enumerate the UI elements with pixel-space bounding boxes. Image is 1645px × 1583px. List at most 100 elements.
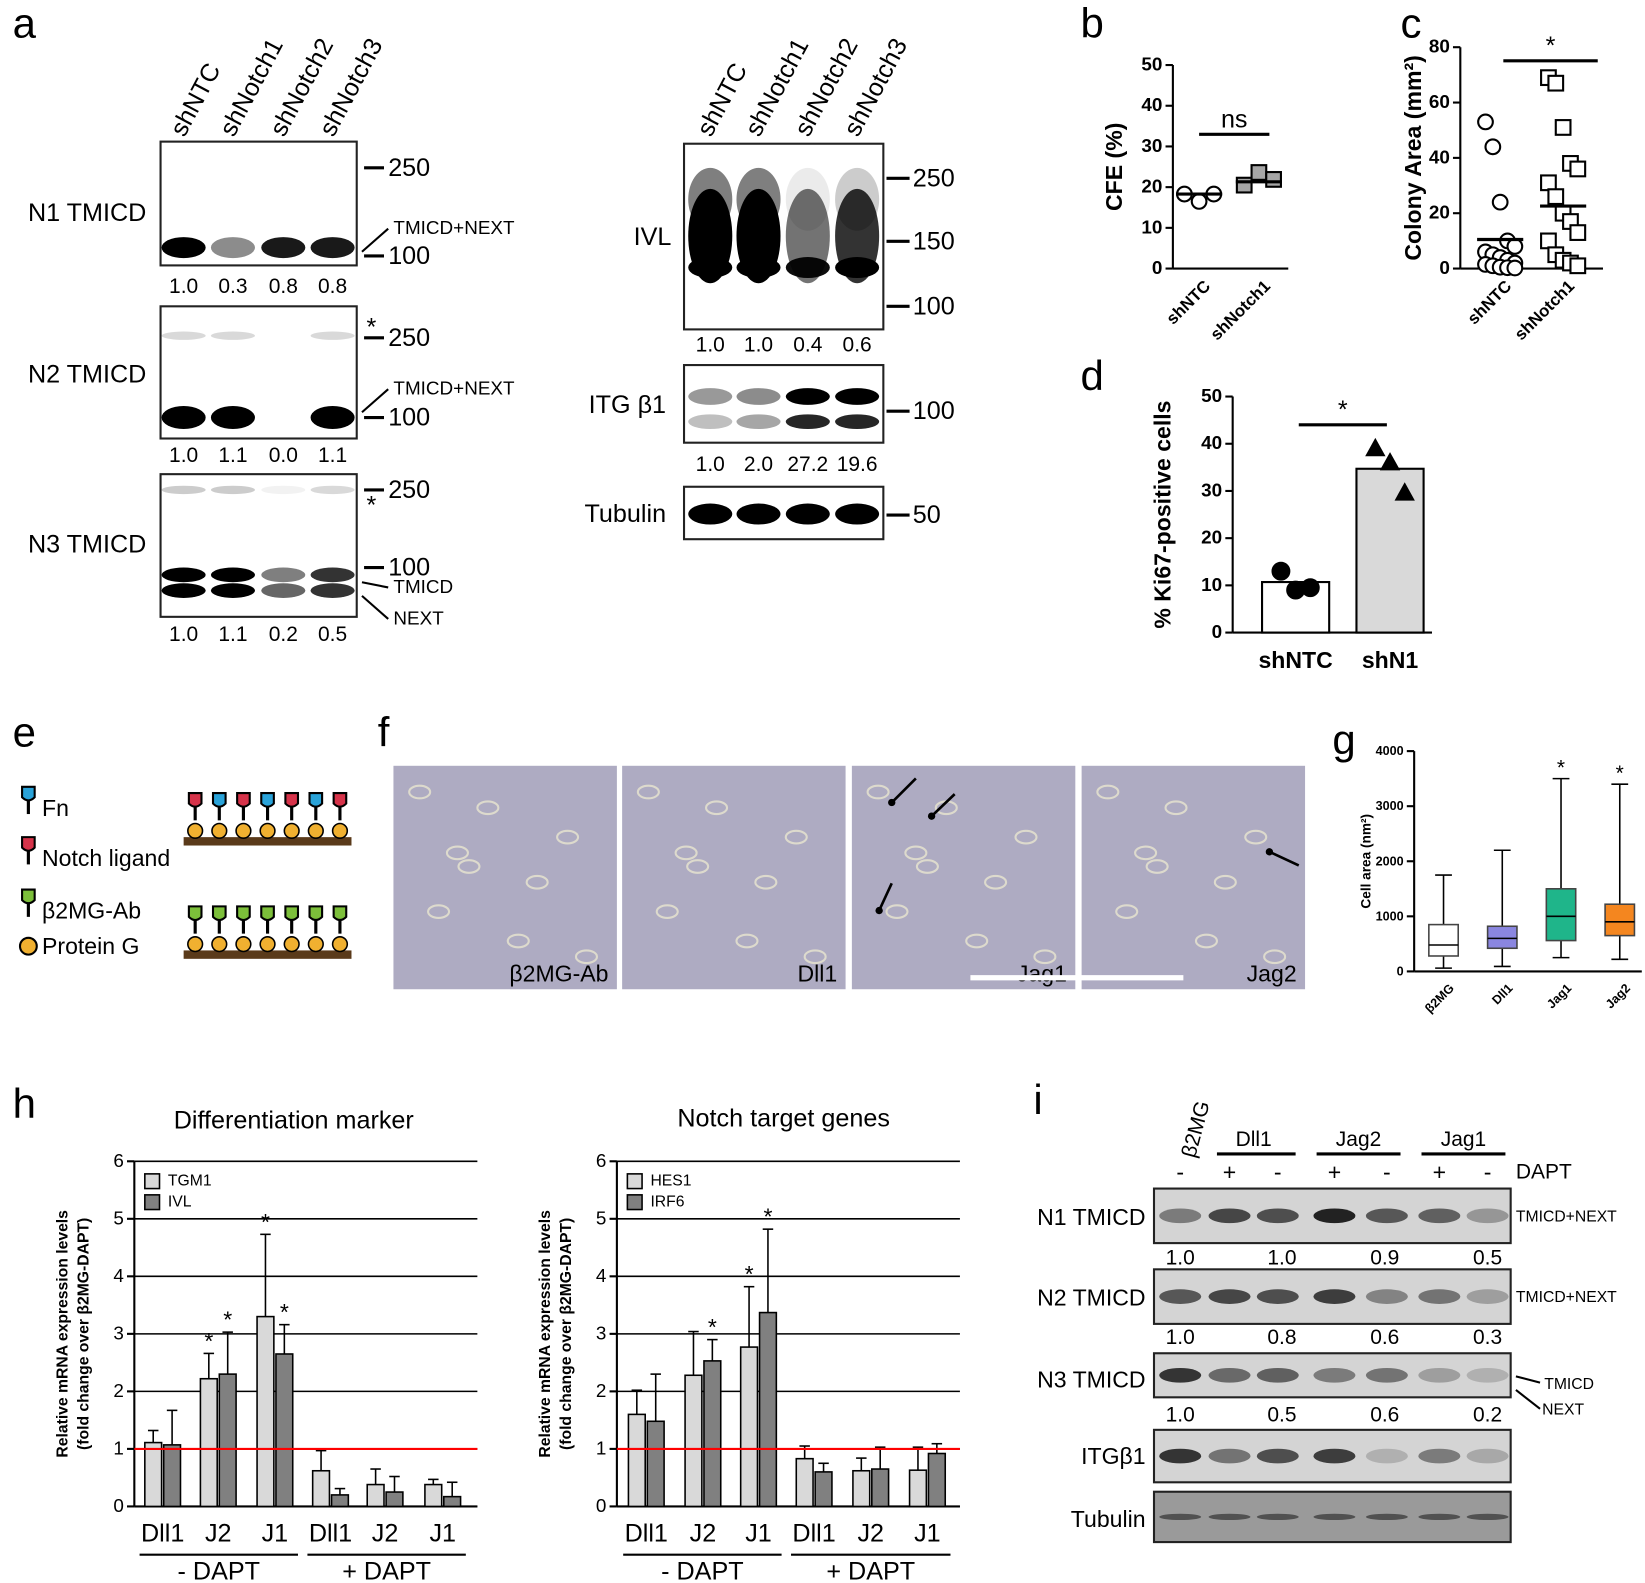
band: [1466, 1367, 1509, 1383]
band: [1313, 1289, 1356, 1304]
x-tick-label: shNotch1: [1511, 277, 1578, 344]
band: [1208, 1513, 1251, 1521]
x-tick-label: shNTC: [1258, 647, 1333, 673]
band: [1256, 1513, 1299, 1521]
band: [1159, 1289, 1202, 1304]
quant-label: 0.6: [1370, 1404, 1399, 1427]
y-tick-label: 0: [1212, 622, 1222, 643]
cell: [984, 874, 1008, 890]
bar: [385, 1491, 404, 1508]
band: [1365, 1208, 1408, 1224]
band: [1208, 1208, 1251, 1224]
quant-label: 1.1: [218, 444, 247, 467]
band: [1365, 1448, 1408, 1464]
marker-label: 100: [388, 242, 430, 270]
cell: [1263, 949, 1287, 965]
panel-letter: h: [13, 1080, 36, 1127]
band-label: NEXT: [1542, 1401, 1584, 1418]
marker-label: 250: [388, 476, 430, 504]
cell: [784, 829, 808, 845]
band: [161, 237, 206, 259]
marker-label: 100: [913, 292, 955, 320]
band: [261, 567, 306, 583]
protein-g: [307, 936, 324, 953]
bar: [1355, 467, 1425, 634]
bar: [646, 1420, 665, 1508]
point: [1506, 259, 1524, 277]
marker-star: *: [367, 492, 377, 520]
cell: [803, 949, 827, 965]
y-axis-label: Colony Area (mm²): [1400, 55, 1426, 260]
cell: [1115, 904, 1139, 919]
band: [1256, 1208, 1299, 1224]
quant-label: 1.0: [1166, 1404, 1195, 1427]
point: [1569, 257, 1587, 275]
band: [688, 257, 733, 278]
band: [1256, 1367, 1299, 1383]
band-label: NEXT: [393, 608, 444, 629]
x-tick-label: shNTC: [1163, 277, 1215, 329]
band: [1208, 1367, 1251, 1383]
arrow-head: [875, 906, 883, 915]
point: [1540, 232, 1557, 250]
quant-label: 1.0: [169, 444, 198, 467]
cell: [655, 904, 679, 919]
band-label: TMICD+NEXT: [1516, 1289, 1617, 1306]
band-pointer: [361, 227, 389, 253]
bar: [927, 1452, 947, 1508]
band: [736, 503, 781, 525]
x-tick-label: Jag2: [1603, 981, 1633, 1011]
cell: [915, 859, 939, 874]
blot-label: ITG β1: [589, 391, 666, 419]
y-tick-label: 10: [1141, 217, 1162, 238]
icon-cup: [308, 905, 324, 922]
band: [1418, 1208, 1461, 1224]
band: [1418, 1448, 1461, 1464]
blot-label: N1 TMICD: [1037, 1204, 1146, 1230]
blot-label: IVL: [634, 223, 672, 251]
bar: [162, 1444, 182, 1508]
x-tick-label: Dll1: [792, 1520, 835, 1548]
y-tick-label: 2: [596, 1381, 607, 1402]
cell: [686, 859, 710, 874]
band: [785, 414, 830, 430]
quant-label: 1.1: [218, 623, 247, 646]
bar: [144, 1441, 163, 1508]
y-tick-label: 30: [1201, 480, 1222, 501]
point: [1547, 188, 1565, 206]
blot-label: ITGβ1: [1081, 1443, 1146, 1469]
band-pointer: [361, 595, 389, 620]
condition-label: β2MG: [1178, 1099, 1215, 1161]
y-axis-label: % Ki67-positive cells: [1149, 400, 1175, 628]
band: [210, 237, 255, 259]
quant-label: 0.5: [1473, 1246, 1502, 1269]
x-tick-label: J2: [205, 1520, 232, 1548]
quant-label: 0.4: [793, 334, 822, 357]
cell: [754, 874, 778, 890]
y-tick-label: 40: [1429, 147, 1450, 168]
x-tick-label: Jag1: [1544, 981, 1574, 1011]
cell: [574, 949, 599, 965]
bar: [366, 1483, 385, 1508]
quant-label: 0.6: [843, 334, 872, 357]
micrograph: [851, 765, 1076, 990]
legend-label: β2MG-Ab: [42, 898, 141, 924]
quant-label: 0.5: [1267, 1404, 1296, 1427]
point: [1271, 561, 1291, 581]
marker-label: 250: [388, 324, 430, 352]
significance-label: *: [204, 1328, 213, 1354]
bar: [758, 1311, 778, 1508]
y-axis-label: Cell area (nm²): [1358, 814, 1373, 909]
box: [1545, 888, 1577, 942]
y-tick-label: 0: [596, 1496, 607, 1517]
protein-g: [187, 822, 204, 839]
band: [1466, 1208, 1509, 1224]
x-tick-label: Dll1: [309, 1520, 352, 1548]
icon-cup: [187, 792, 203, 808]
panel-letter: i: [1033, 1076, 1042, 1123]
band-pointer: [361, 388, 389, 414]
point: [1569, 224, 1587, 241]
point: [1569, 160, 1587, 178]
protein-g: [307, 822, 324, 839]
